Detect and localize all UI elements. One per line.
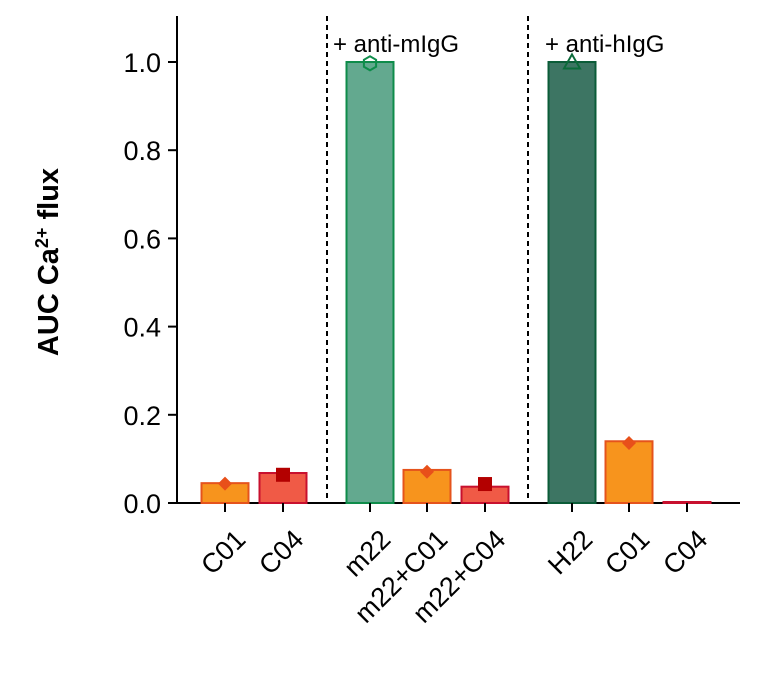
bar-m22 bbox=[345, 61, 395, 504]
triangle-marker bbox=[562, 52, 582, 70]
data-points bbox=[218, 52, 636, 492]
y-tick-label: 0.0 bbox=[123, 489, 161, 519]
hexagon-marker bbox=[362, 55, 378, 72]
axes bbox=[176, 16, 740, 504]
diamond-marker bbox=[218, 476, 232, 491]
bar-h22 bbox=[547, 61, 597, 504]
x-tick-label: C04 bbox=[657, 524, 713, 580]
bar-c04 bbox=[662, 501, 712, 504]
x-tick-label: C01 bbox=[599, 524, 655, 580]
square-marker bbox=[478, 477, 492, 492]
y-tick-label: 0.4 bbox=[123, 313, 161, 343]
bar-c04 bbox=[258, 472, 308, 504]
x-tick-label: C04 bbox=[253, 524, 309, 580]
y-tick-label: 1.0 bbox=[123, 48, 161, 78]
square-marker bbox=[276, 467, 290, 482]
group-dividers bbox=[326, 16, 529, 503]
y-tick-label: 0.6 bbox=[123, 224, 161, 254]
x-tick-label: C01 bbox=[195, 524, 251, 580]
y-axis-label: AUC Ca2+ flux bbox=[32, 168, 65, 356]
diamond-marker bbox=[622, 436, 636, 451]
y-ticks: 0.0 0.2 0.4 0.6 0.8 1.0 bbox=[123, 48, 177, 519]
bar-c01 bbox=[604, 440, 654, 505]
y-axis-title: AUC Ca2+ flux bbox=[32, 168, 65, 356]
group-annotation: + anti-mIgG bbox=[333, 31, 459, 58]
x-tick-label: H22 bbox=[542, 524, 598, 580]
diamond-marker bbox=[420, 464, 434, 479]
y-tick-label: 0.8 bbox=[123, 136, 161, 166]
bars bbox=[200, 61, 712, 505]
group-annotations: + anti-mIgG + anti-hIgG bbox=[333, 31, 664, 58]
y-tick-label: 0.2 bbox=[123, 401, 161, 431]
group-annotation: + anti-hIgG bbox=[545, 31, 664, 58]
